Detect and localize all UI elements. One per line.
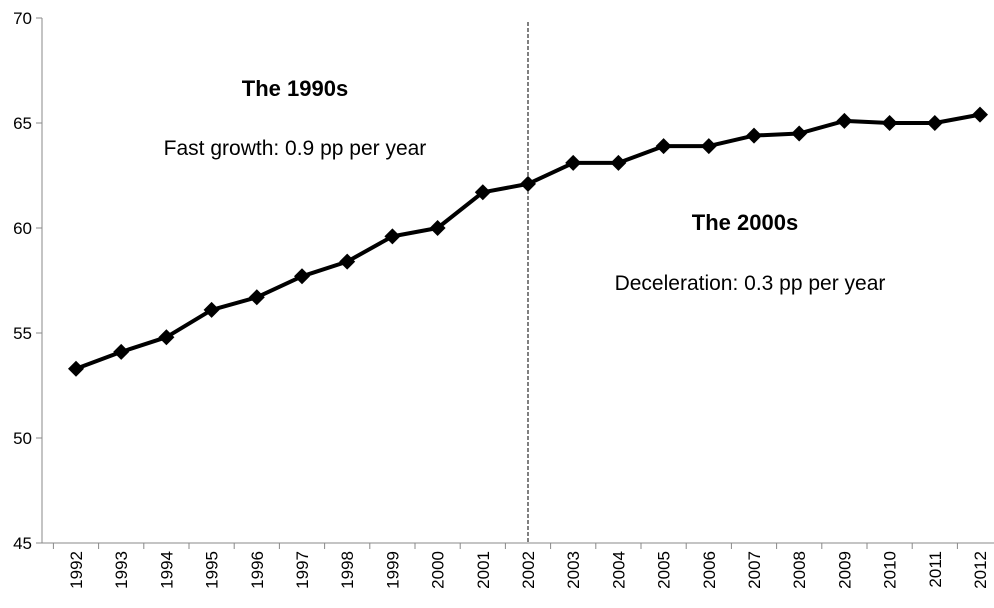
x-tick-label: 2003 bbox=[564, 551, 583, 589]
x-tick-label: 1999 bbox=[383, 551, 402, 589]
marker bbox=[248, 289, 265, 306]
x-tick-label: 2000 bbox=[429, 551, 448, 589]
x-tick-label: 1992 bbox=[67, 551, 86, 589]
marker bbox=[113, 343, 130, 360]
marker bbox=[972, 106, 988, 123]
y-tick-label: 60 bbox=[13, 219, 32, 238]
marker bbox=[429, 220, 446, 236]
x-tick-label: 2011 bbox=[926, 551, 945, 588]
marker bbox=[339, 253, 356, 270]
x-tick-label: 2001 bbox=[474, 551, 493, 589]
x-tick-label: 2007 bbox=[745, 551, 764, 589]
marker bbox=[68, 360, 84, 377]
y-tick-label: 55 bbox=[13, 324, 32, 343]
x-tick-label: 2009 bbox=[835, 551, 854, 589]
marker bbox=[836, 112, 853, 129]
annotation: Fast growth: 0.9 pp per year bbox=[164, 137, 427, 160]
marker bbox=[700, 138, 717, 155]
marker bbox=[384, 228, 401, 245]
annotation: The 2000s bbox=[692, 210, 798, 235]
marker bbox=[655, 138, 672, 155]
y-tick-label: 65 bbox=[13, 114, 32, 133]
x-tick-label: 2004 bbox=[609, 551, 628, 589]
x-tick-label: 2002 bbox=[519, 551, 538, 589]
x-tick-label: 1997 bbox=[293, 551, 312, 589]
x-tick-label: 2008 bbox=[790, 551, 809, 589]
x-tick-label: 1993 bbox=[112, 551, 131, 589]
x-tick-label: 2010 bbox=[881, 551, 900, 589]
marker bbox=[158, 329, 175, 346]
x-tick-label: 2012 bbox=[971, 551, 990, 589]
marker bbox=[474, 184, 491, 201]
marker bbox=[565, 154, 582, 171]
y-tick-label: 50 bbox=[13, 429, 32, 448]
marker bbox=[203, 301, 220, 318]
x-tick-label: 2006 bbox=[700, 551, 719, 589]
annotation: The 1990s bbox=[242, 76, 348, 101]
y-tick-label: 45 bbox=[13, 534, 32, 553]
x-tick-label: 1996 bbox=[248, 551, 267, 589]
marker bbox=[294, 268, 310, 285]
x-tick-label: 1998 bbox=[338, 551, 357, 589]
annotation: Deceleration: 0.3 pp per year bbox=[615, 272, 886, 295]
y-tick-label: 70 bbox=[13, 9, 32, 28]
marker bbox=[881, 115, 898, 131]
marker bbox=[791, 125, 808, 142]
marker bbox=[926, 115, 943, 131]
x-tick-label: 2005 bbox=[655, 551, 674, 589]
marker bbox=[520, 175, 536, 192]
x-tick-label: 1995 bbox=[203, 551, 222, 589]
x-tick-label: 1994 bbox=[157, 551, 176, 589]
marker bbox=[746, 127, 762, 144]
marker bbox=[610, 154, 627, 171]
